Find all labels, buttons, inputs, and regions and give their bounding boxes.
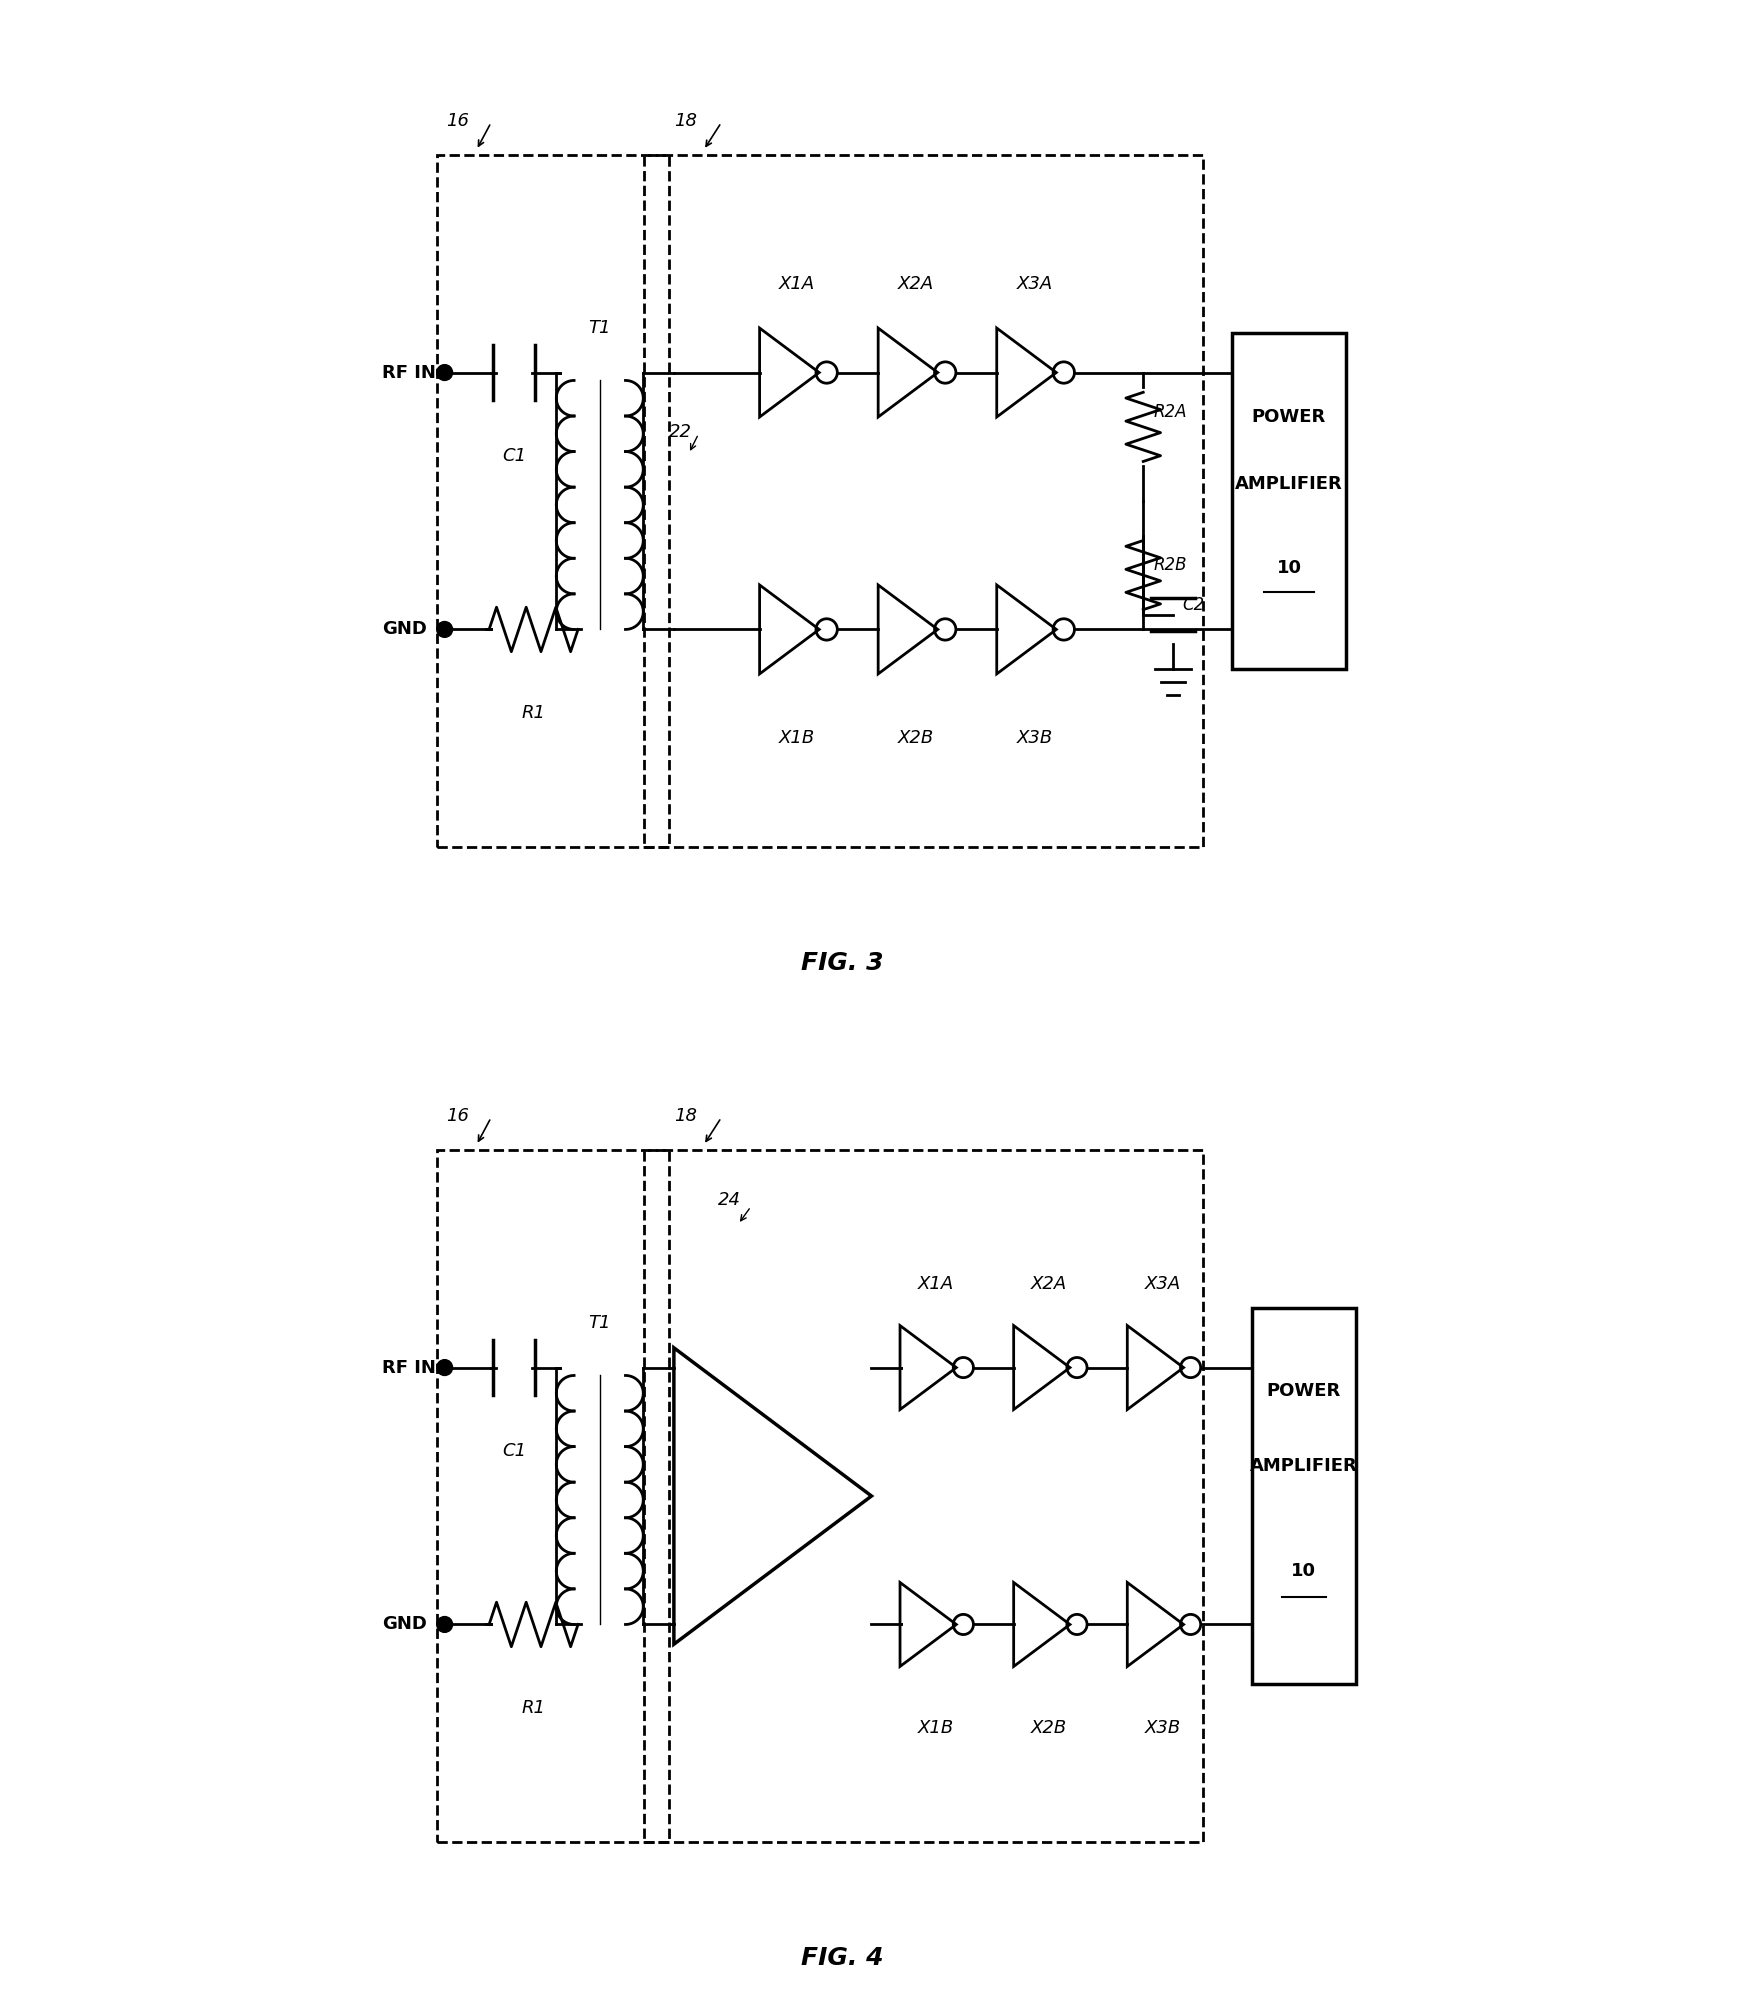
Text: X2B: X2B <box>898 729 934 747</box>
Text: T1: T1 <box>589 1314 612 1332</box>
Bar <box>1232 333 1346 669</box>
Text: 16: 16 <box>446 112 469 130</box>
Text: RF IN: RF IN <box>382 1358 436 1376</box>
Text: X3B: X3B <box>1016 729 1053 747</box>
Text: POWER: POWER <box>1251 407 1326 425</box>
Circle shape <box>437 1360 453 1376</box>
Text: 16: 16 <box>446 1106 469 1124</box>
Text: FIG. 4: FIG. 4 <box>800 1947 884 1971</box>
Text: AMPLIFIER: AMPLIFIER <box>1236 475 1342 493</box>
Text: X1B: X1B <box>917 1719 953 1737</box>
Text: C2: C2 <box>1183 595 1204 613</box>
Bar <box>645 156 1203 847</box>
Text: X3B: X3B <box>1145 1719 1182 1737</box>
Text: X1B: X1B <box>779 729 816 747</box>
Circle shape <box>437 621 453 637</box>
Text: X2B: X2B <box>1032 1719 1067 1737</box>
Bar <box>437 1150 669 1841</box>
Bar <box>645 1150 1203 1841</box>
Text: C1: C1 <box>502 1442 526 1460</box>
Bar <box>1251 1308 1356 1683</box>
Text: R2A: R2A <box>1154 403 1187 421</box>
Text: RF IN: RF IN <box>382 363 436 381</box>
Text: 24: 24 <box>718 1190 741 1208</box>
Circle shape <box>437 365 453 381</box>
Text: X1A: X1A <box>779 274 816 292</box>
Text: R2B: R2B <box>1154 555 1187 575</box>
Text: X2A: X2A <box>898 274 934 292</box>
Text: FIG. 3: FIG. 3 <box>800 951 884 975</box>
Text: AMPLIFIER: AMPLIFIER <box>1250 1458 1358 1476</box>
Text: 10: 10 <box>1292 1562 1316 1580</box>
Text: GND: GND <box>382 621 427 639</box>
Text: 22: 22 <box>669 423 692 441</box>
Text: X3A: X3A <box>1016 274 1053 292</box>
Bar <box>437 156 669 847</box>
Text: C1: C1 <box>502 447 526 465</box>
Text: 18: 18 <box>675 1106 697 1124</box>
Text: R1: R1 <box>521 1699 546 1717</box>
Text: R1: R1 <box>521 705 546 723</box>
Text: 18: 18 <box>675 112 697 130</box>
Text: X1A: X1A <box>917 1274 953 1292</box>
Text: GND: GND <box>382 1616 427 1634</box>
Text: 10: 10 <box>1276 559 1302 577</box>
Text: X3A: X3A <box>1145 1274 1182 1292</box>
Circle shape <box>437 1616 453 1632</box>
Text: T1: T1 <box>589 320 612 337</box>
Text: POWER: POWER <box>1267 1382 1340 1400</box>
Text: X2A: X2A <box>1032 1274 1067 1292</box>
